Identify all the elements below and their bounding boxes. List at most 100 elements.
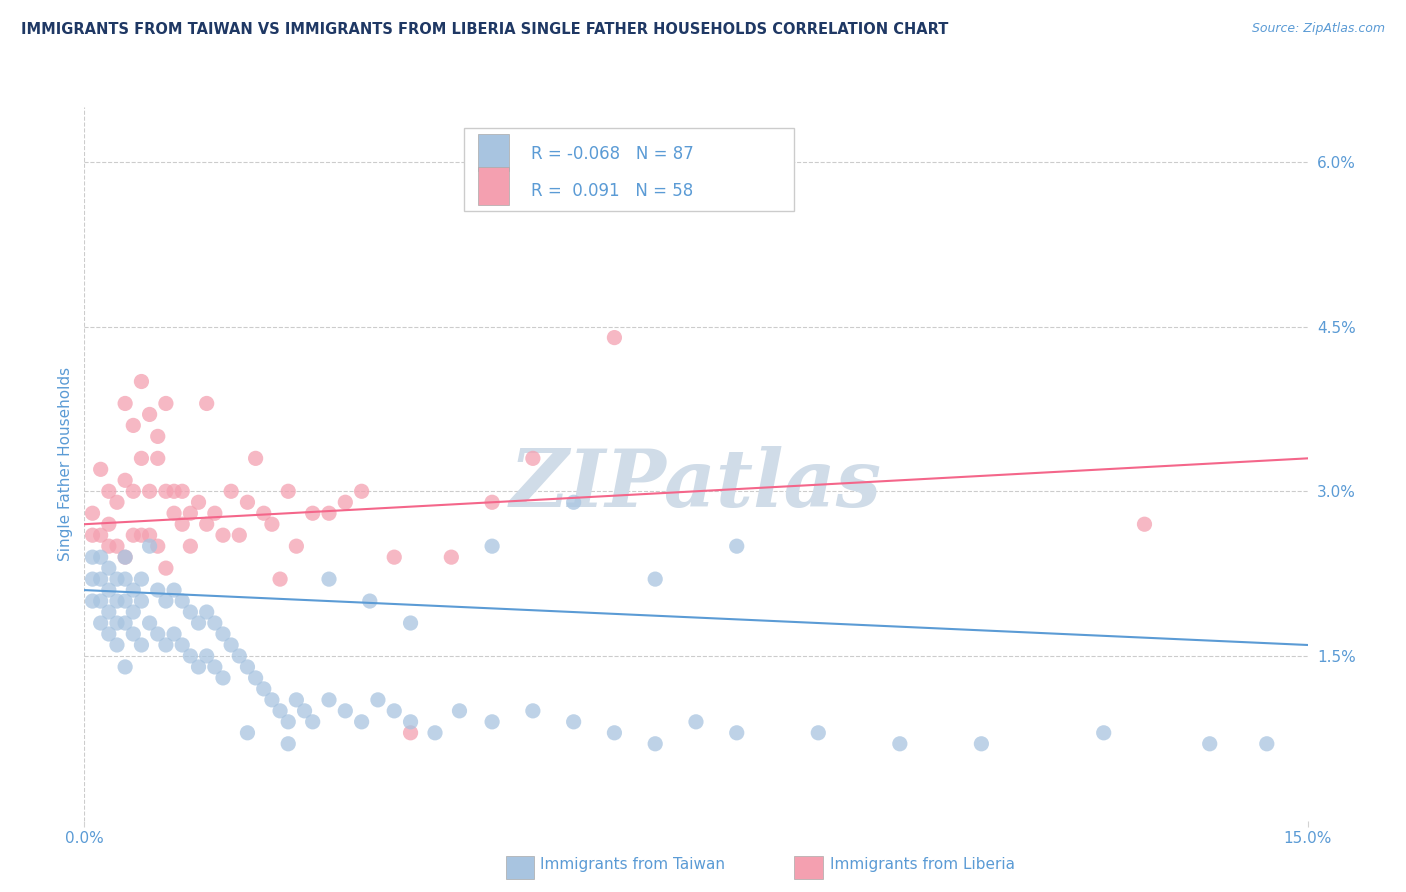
Point — [97, 583, 120, 598]
Point — [685, 714, 707, 729]
Point — [277, 737, 299, 751]
Point — [138, 539, 160, 553]
Point — [105, 638, 128, 652]
Point — [350, 484, 373, 499]
Point — [204, 660, 226, 674]
Point — [105, 594, 128, 608]
Point — [228, 528, 250, 542]
Point — [301, 506, 323, 520]
Point — [138, 528, 160, 542]
Point — [105, 495, 128, 509]
Point — [423, 726, 446, 740]
Point — [138, 615, 160, 630]
Point — [644, 572, 666, 586]
Text: IMMIGRANTS FROM TAIWAN VS IMMIGRANTS FROM LIBERIA SINGLE FATHER HOUSEHOLDS CORRE: IMMIGRANTS FROM TAIWAN VS IMMIGRANTS FRO… — [21, 22, 949, 37]
Text: R = -0.068   N = 87: R = -0.068 N = 87 — [531, 145, 693, 163]
Point — [1133, 517, 1156, 532]
Point — [195, 605, 218, 619]
Point — [335, 704, 357, 718]
Point — [359, 594, 381, 608]
Point — [481, 495, 503, 509]
Point — [97, 517, 120, 532]
Point — [277, 714, 299, 729]
Point — [187, 495, 209, 509]
Point — [318, 506, 340, 520]
Point — [204, 615, 226, 630]
Point — [212, 627, 235, 641]
Point — [82, 528, 104, 542]
Point — [114, 660, 136, 674]
Point — [236, 726, 259, 740]
Point — [603, 726, 626, 740]
Point — [82, 572, 104, 586]
Point — [187, 660, 209, 674]
Point — [1256, 737, 1278, 751]
Point — [179, 539, 201, 553]
Point — [236, 495, 259, 509]
Point — [90, 615, 112, 630]
Point — [260, 517, 283, 532]
Point — [481, 539, 503, 553]
Point — [318, 693, 340, 707]
Point — [367, 693, 389, 707]
Text: Immigrants from Liberia: Immigrants from Liberia — [830, 857, 1015, 872]
Point — [172, 638, 194, 652]
Point — [725, 539, 748, 553]
Point — [163, 484, 186, 499]
Point — [236, 660, 259, 674]
Point — [228, 648, 250, 663]
Point — [114, 473, 136, 487]
Point — [269, 572, 291, 586]
Point — [146, 583, 169, 598]
Point — [155, 396, 177, 410]
Point — [114, 550, 136, 565]
Point — [163, 627, 186, 641]
Point — [807, 726, 830, 740]
Point — [195, 517, 218, 532]
Point — [146, 539, 169, 553]
Point — [318, 572, 340, 586]
Point — [562, 714, 585, 729]
Point — [294, 704, 316, 718]
Point — [114, 550, 136, 565]
Point — [335, 495, 357, 509]
Point — [97, 561, 120, 575]
Point — [114, 572, 136, 586]
Point — [155, 561, 177, 575]
Point — [277, 484, 299, 499]
Point — [1198, 737, 1220, 751]
Y-axis label: Single Father Households: Single Father Households — [58, 367, 73, 561]
Point — [97, 539, 120, 553]
Point — [172, 594, 194, 608]
Point — [269, 704, 291, 718]
Point — [187, 615, 209, 630]
Point — [155, 484, 177, 499]
Point — [179, 506, 201, 520]
Point — [122, 627, 145, 641]
Point — [212, 671, 235, 685]
Point — [105, 539, 128, 553]
Point — [219, 638, 242, 652]
Point — [131, 572, 153, 586]
Point — [155, 594, 177, 608]
Point — [146, 451, 169, 466]
Point — [105, 615, 128, 630]
Point — [382, 550, 405, 565]
Point — [105, 572, 128, 586]
Point — [195, 396, 218, 410]
Point — [260, 693, 283, 707]
Point — [301, 714, 323, 729]
Point — [90, 462, 112, 476]
Point — [146, 627, 169, 641]
Text: Immigrants from Taiwan: Immigrants from Taiwan — [540, 857, 725, 872]
Point — [138, 484, 160, 499]
Point — [90, 528, 112, 542]
Point — [122, 583, 145, 598]
Point — [253, 506, 276, 520]
Point — [82, 594, 104, 608]
Point — [122, 484, 145, 499]
Point — [889, 737, 911, 751]
Point — [522, 451, 544, 466]
Point — [522, 704, 544, 718]
Point — [179, 605, 201, 619]
